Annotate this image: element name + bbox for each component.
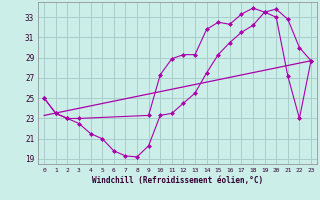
X-axis label: Windchill (Refroidissement éolien,°C): Windchill (Refroidissement éolien,°C) (92, 176, 263, 185)
